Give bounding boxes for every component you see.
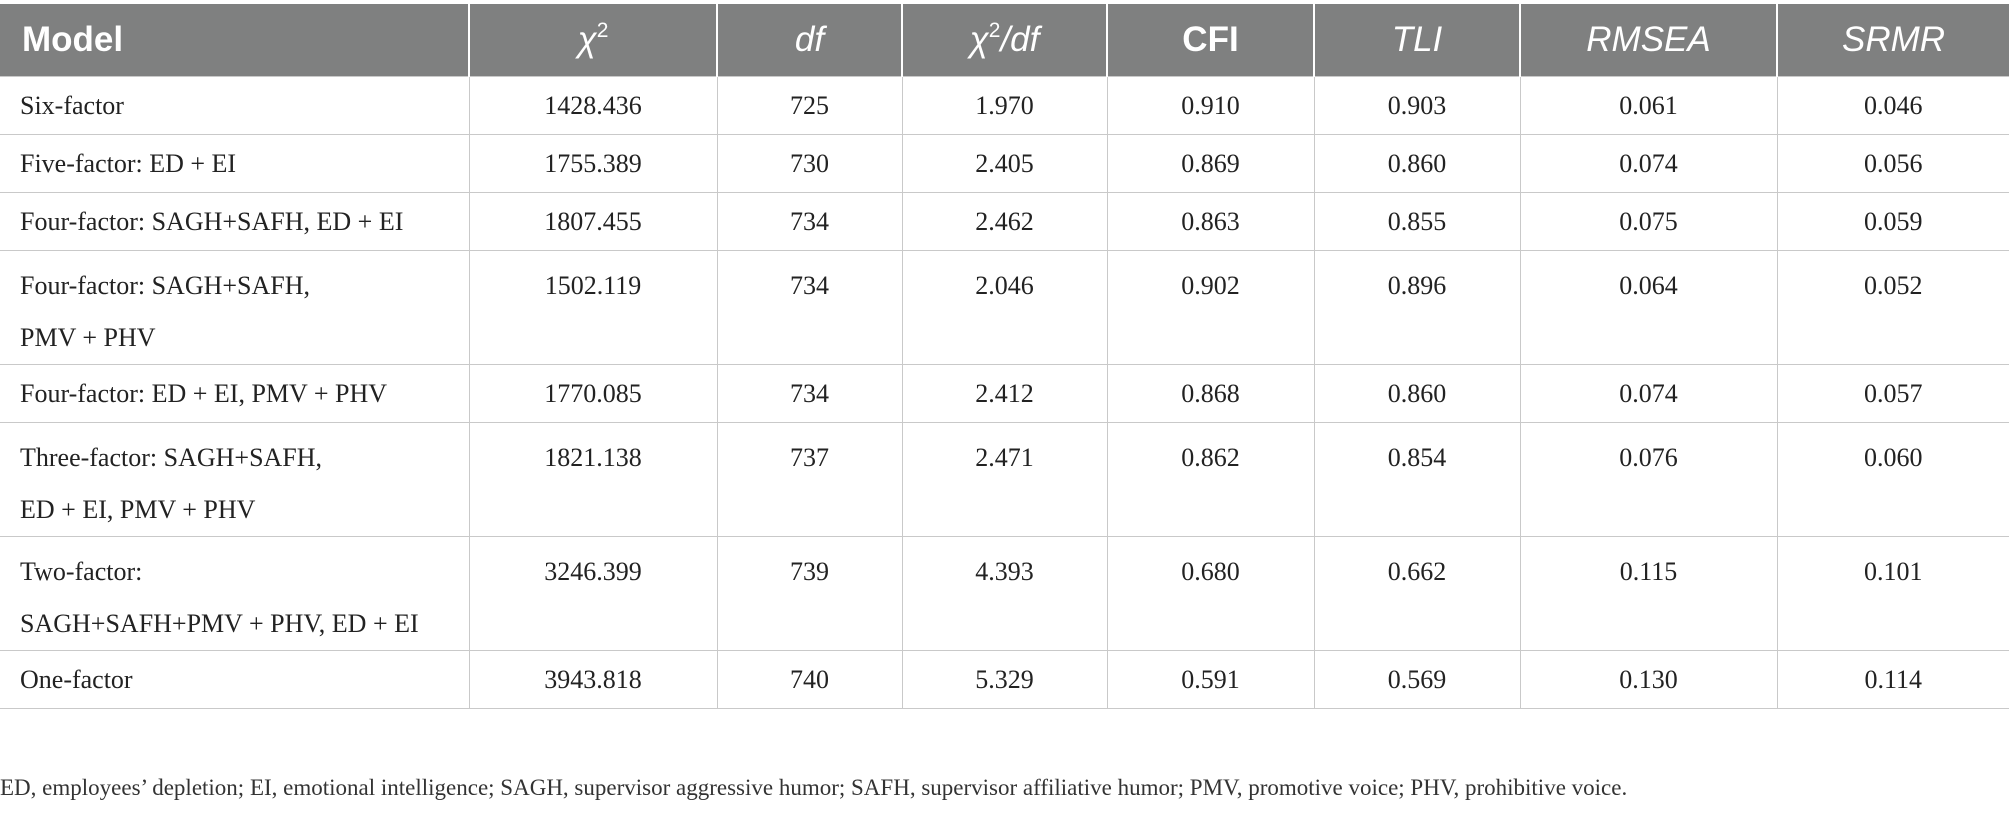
cell-tli: 0.855 — [1313, 192, 1521, 251]
cell-srmr: 0.059 — [1776, 192, 2009, 251]
model-name-line: Three-factor: SAGH+SAFH, — [20, 443, 323, 472]
cell-chi2df: 2.462 — [901, 192, 1108, 251]
model-name-line: Six-factor — [20, 91, 124, 120]
cell-rmsea: 0.061 — [1519, 76, 1778, 135]
model-name-line: Five-factor: ED + EI — [20, 149, 237, 178]
cell-tli: 0.860 — [1313, 134, 1521, 193]
cell-rmsea: 0.074 — [1519, 134, 1778, 193]
cell-df: 730 — [716, 134, 903, 193]
cell-chi2df: 2.046 — [901, 250, 1108, 365]
cell-cfi: 0.591 — [1106, 650, 1315, 709]
cell-cfi: 0.863 — [1106, 192, 1315, 251]
table-row: Two-factor: SAGH+SAFH+PMV + PHV, ED + EI 3… — [0, 536, 2009, 651]
cell-srmr: 0.052 — [1776, 250, 2009, 365]
column-header-chi-square: χ2 — [468, 4, 717, 77]
cell-tli: 0.854 — [1313, 422, 1521, 537]
column-header-df: df — [716, 4, 902, 77]
cell-rmsea: 0.075 — [1519, 192, 1778, 251]
cell-tli: 0.896 — [1313, 250, 1521, 365]
cell-df: 740 — [716, 650, 903, 709]
table-body: Six-factor 1428.436 725 1.970 0.910 0.903 0.06… — [0, 76, 2009, 709]
cell-chi2: 3943.818 — [468, 650, 718, 709]
model-name-line: Two-factor: — [20, 557, 143, 586]
cell-model: Four-factor: SAGH+SAFH, ED + EI — [0, 192, 470, 251]
cell-rmsea: 0.115 — [1519, 536, 1778, 651]
cell-chi2df: 2.471 — [901, 422, 1108, 537]
cell-srmr: 0.046 — [1776, 76, 2009, 135]
column-header-model: Model — [0, 4, 469, 77]
column-header-rmsea: RMSEA — [1519, 4, 1777, 77]
cell-chi2df: 2.412 — [901, 364, 1108, 423]
column-header-cfi: CFI — [1106, 4, 1314, 77]
cell-model: Two-factor: SAGH+SAFH+PMV + PHV, ED + EI — [0, 536, 470, 651]
cell-cfi: 0.868 — [1106, 364, 1315, 423]
cell-rmsea: 0.074 — [1519, 364, 1778, 423]
cell-rmsea: 0.130 — [1519, 650, 1778, 709]
cell-chi2df: 5.329 — [901, 650, 1108, 709]
cell-model: Six-factor — [0, 76, 470, 135]
cell-model: Five-factor: ED + EI — [0, 134, 470, 193]
model-name-line: Four-factor: SAGH+SAFH, — [20, 271, 311, 300]
cell-srmr: 0.101 — [1776, 536, 2009, 651]
cell-model: Four-factor: ED + EI, PMV + PHV — [0, 364, 470, 423]
table-footnote: ED, employees’ depletion; EI, emotional … — [0, 775, 1628, 800]
cell-chi2df: 4.393 — [901, 536, 1108, 651]
cell-cfi: 0.910 — [1106, 76, 1315, 135]
table-row: Three-factor: SAGH+SAFH, ED + EI, PMV + P… — [0, 422, 2009, 537]
table-row: Four-factor: SAGH+SAFH, ED + EI 1807.455 7… — [0, 192, 2009, 251]
cell-chi2: 1807.455 — [468, 192, 718, 251]
cell-model: One-factor — [0, 650, 470, 709]
cell-tli: 0.860 — [1313, 364, 1521, 423]
cell-chi2df: 1.970 — [901, 76, 1108, 135]
table-row: Six-factor 1428.436 725 1.970 0.910 0.903 0.06… — [0, 76, 2009, 135]
cell-chi2: 1770.085 — [468, 364, 718, 423]
cell-tli: 0.903 — [1313, 76, 1521, 135]
table-row: Four-factor: SAGH+SAFH, PMV + PHV 1502.119… — [0, 250, 2009, 365]
column-header-tli: TLI — [1313, 4, 1520, 77]
model-name-line: One-factor — [20, 665, 133, 694]
cell-df: 734 — [716, 250, 903, 365]
cell-model: Four-factor: SAGH+SAFH, PMV + PHV — [0, 250, 470, 365]
cell-tli: 0.569 — [1313, 650, 1521, 709]
cell-chi2: 1428.436 — [468, 76, 718, 135]
table-row: Five-factor: ED + EI 1755.389 730 2.405 0.86… — [0, 134, 2009, 193]
model-name-line: PMV + PHV — [20, 323, 156, 352]
cell-srmr: 0.114 — [1776, 650, 2009, 709]
cell-df: 734 — [716, 192, 903, 251]
cell-chi2: 1502.119 — [468, 250, 718, 365]
cell-cfi: 0.869 — [1106, 134, 1315, 193]
cell-chi2: 1755.389 — [468, 134, 718, 193]
cell-rmsea: 0.064 — [1519, 250, 1778, 365]
model-fit-table: Model χ2 df χ2/df CFI TLI RMSEA SRMR Six… — [0, 4, 2009, 709]
table-row: Four-factor: ED + EI, PMV + PHV 1770.085 7… — [0, 364, 2009, 423]
cell-tli: 0.662 — [1313, 536, 1521, 651]
cell-df: 734 — [716, 364, 903, 423]
model-name-line: ED + EI, PMV + PHV — [20, 495, 256, 524]
cell-df: 737 — [716, 422, 903, 537]
cell-cfi: 0.862 — [1106, 422, 1315, 537]
cell-srmr: 0.057 — [1776, 364, 2009, 423]
cell-chi2df: 2.405 — [901, 134, 1108, 193]
cell-cfi: 0.902 — [1106, 250, 1315, 365]
cell-chi2: 1821.138 — [468, 422, 718, 537]
cell-srmr: 0.060 — [1776, 422, 2009, 537]
cell-cfi: 0.680 — [1106, 536, 1315, 651]
cell-rmsea: 0.076 — [1519, 422, 1778, 537]
table-row: One-factor 3943.818 740 5.329 0.591 0.569 0.13… — [0, 650, 2009, 709]
cell-df: 739 — [716, 536, 903, 651]
cell-srmr: 0.056 — [1776, 134, 2009, 193]
model-name-line: Four-factor: SAGH+SAFH, ED + EI — [20, 207, 404, 236]
model-name-line: SAGH+SAFH+PMV + PHV, ED + EI — [20, 609, 419, 638]
cell-model: Three-factor: SAGH+SAFH, ED + EI, PMV + P… — [0, 422, 470, 537]
fit-indices-table-container: Model χ2 df χ2/df CFI TLI RMSEA SRMR Six… — [0, 4, 2009, 709]
cell-chi2: 3246.399 — [468, 536, 718, 651]
column-header-srmr: SRMR — [1776, 4, 2009, 77]
cell-df: 725 — [716, 76, 903, 135]
table-header-row: Model χ2 df χ2/df CFI TLI RMSEA SRMR — [0, 4, 2009, 77]
model-name-line: Four-factor: ED + EI, PMV + PHV — [20, 379, 388, 408]
column-header-chi-square-over-df: χ2/df — [901, 4, 1107, 77]
